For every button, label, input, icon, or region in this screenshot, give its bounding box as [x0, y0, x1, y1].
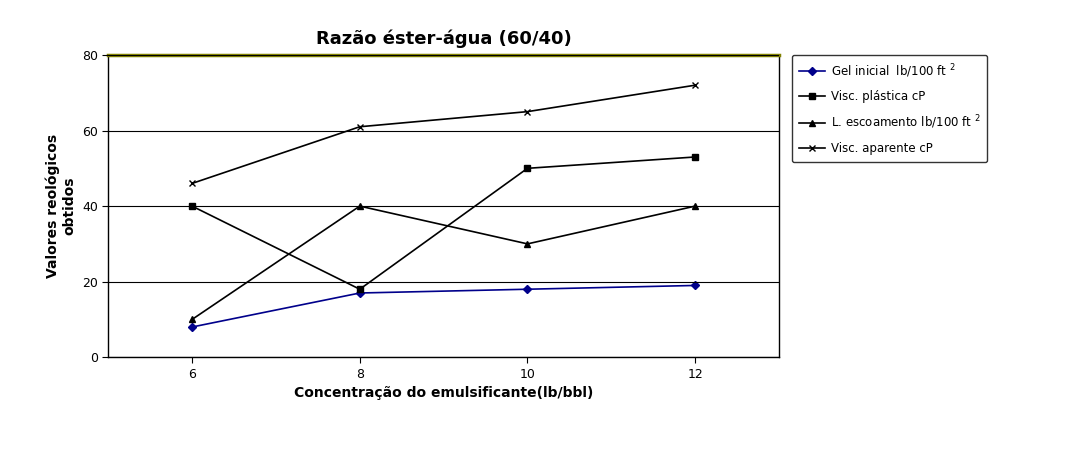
Gel inicial  lb/100 ft $^2$	[520, 287, 533, 292]
X-axis label: Concentração do emulsificante(lb/bbl): Concentração do emulsificante(lb/bbl)	[294, 386, 593, 400]
Legend: Gel inicial  lb/100 ft $^2$, Visc. plástica cP, L. escoamento lb/100 ft $^2$, Vi: Gel inicial lb/100 ft $^2$, Visc. plásti…	[792, 55, 988, 162]
Line: Visc. aparente cP: Visc. aparente cP	[188, 82, 699, 187]
Gel inicial  lb/100 ft $^2$	[185, 324, 198, 330]
Visc. aparente cP	[185, 180, 198, 186]
Title: Razão éster-água (60/40): Razão éster-água (60/40)	[316, 29, 571, 48]
Visc. plástica cP	[520, 165, 533, 171]
Visc. plástica cP	[185, 203, 198, 209]
L. escoamento lb/100 ft $^2$	[185, 317, 198, 322]
L. escoamento lb/100 ft $^2$	[520, 241, 533, 246]
Line: Visc. plástica cP: Visc. plástica cP	[189, 154, 698, 292]
Line: Gel inicial  lb/100 ft $^2$: Gel inicial lb/100 ft $^2$	[189, 283, 698, 330]
Line: L. escoamento lb/100 ft $^2$: L. escoamento lb/100 ft $^2$	[189, 203, 698, 322]
Visc. plástica cP	[353, 287, 366, 292]
Gel inicial  lb/100 ft $^2$	[353, 290, 366, 296]
L. escoamento lb/100 ft $^2$	[688, 203, 701, 209]
L. escoamento lb/100 ft $^2$	[353, 203, 366, 209]
Visc. aparente cP	[688, 82, 701, 88]
Y-axis label: Valores reológicos
obtidos: Valores reológicos obtidos	[45, 134, 76, 278]
Gel inicial  lb/100 ft $^2$	[688, 283, 701, 288]
Visc. aparente cP	[520, 109, 533, 114]
Visc. aparente cP	[353, 124, 366, 130]
Visc. plástica cP	[688, 154, 701, 160]
